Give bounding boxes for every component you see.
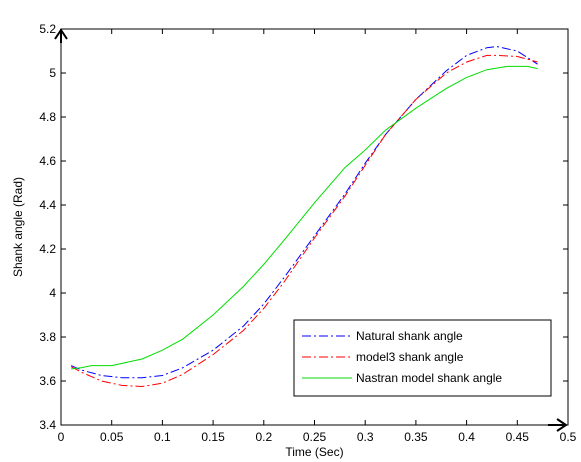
legend-label-3: Nastran model shank angle <box>356 371 502 385</box>
y-axis-label: Shank angle (Rad) <box>11 177 25 277</box>
x-axis-arrow-head <box>556 418 568 432</box>
x-tick-label: 0.35 <box>404 430 428 444</box>
legend-label-1: Natural shank angle <box>356 329 463 343</box>
x-axis-label: Time (Sec) <box>285 445 343 459</box>
ticks: 0 0.05 0.1 0.15 0.2 0.25 0.3 0.35 0.4 0.45 0.5 3.4 3… <box>39 22 576 444</box>
y-tick-label: 4 <box>49 286 56 300</box>
legend-box <box>293 319 552 397</box>
x-tick-label: 0.4 <box>458 430 475 444</box>
x-tick-label: 0.1 <box>154 430 171 444</box>
x-tick-label: 0.05 <box>100 430 124 444</box>
x-tick-label: 0.25 <box>303 430 327 444</box>
y-tick-label: 4.4 <box>39 198 56 212</box>
y-tick-label: 4.2 <box>39 242 56 256</box>
x-tick-label: 0.2 <box>255 430 272 444</box>
y-tick-label: 3.8 <box>39 330 56 344</box>
y-tick-label: 5 <box>49 66 56 80</box>
x-tick-label: 0.5 <box>560 430 577 444</box>
y-axis-arrow-head <box>54 28 68 40</box>
y-tick-label: 3.4 <box>39 418 56 432</box>
y-tick-label: 4.8 <box>39 110 56 124</box>
legend-label-2: model3 shank angle <box>356 350 464 364</box>
x-tick-label: 0.15 <box>201 430 225 444</box>
axis-arrows <box>54 28 568 432</box>
y-tick-label: 4.6 <box>39 154 56 168</box>
series-line-3 <box>71 65 538 370</box>
series-group <box>70 46 538 388</box>
series-line-1 <box>70 46 538 379</box>
y-tick-label: 3.6 <box>39 374 56 388</box>
x-tick-label: 0 <box>58 430 65 444</box>
legend: Natural shank angle model3 shank angle Nas… <box>293 319 552 397</box>
x-tick-label: 0.3 <box>357 430 374 444</box>
x-tick-label: 0.45 <box>506 430 530 444</box>
y-tick-label: 5.2 <box>39 22 56 36</box>
series-line-2 <box>70 54 538 388</box>
